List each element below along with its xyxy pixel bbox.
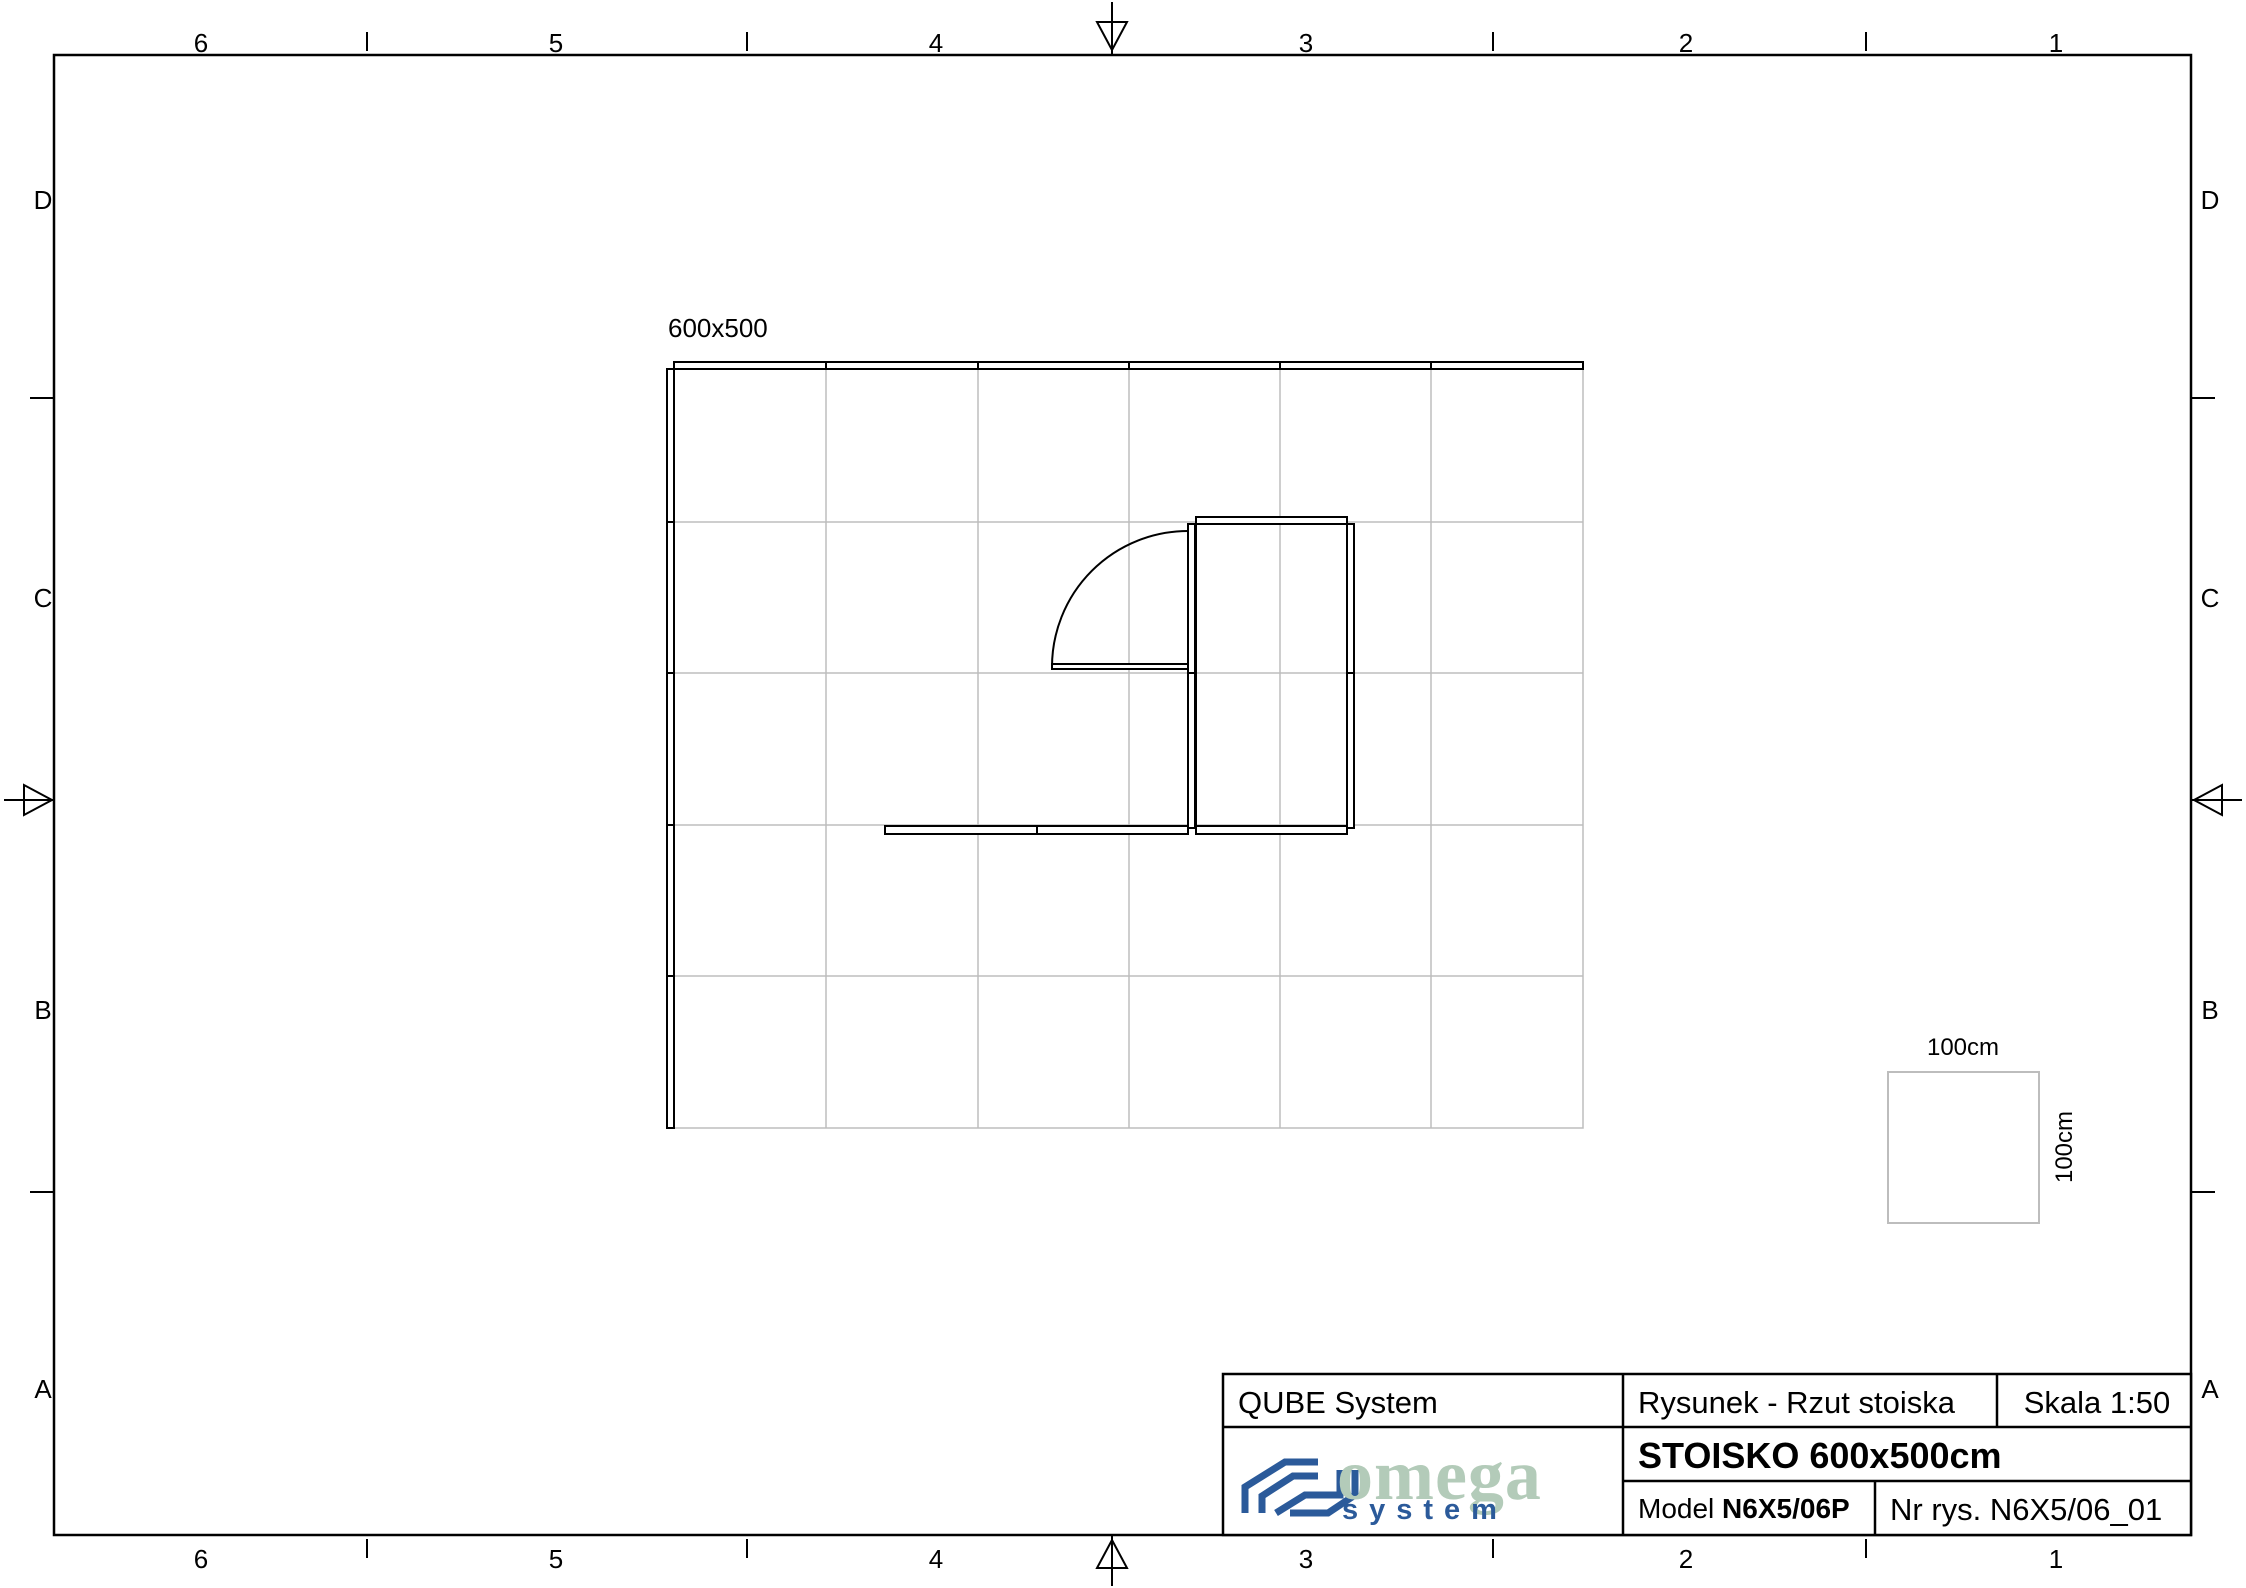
right-row-label: B: [2201, 995, 2218, 1025]
bottom-col-label: 4: [929, 1544, 943, 1574]
back-wall: [673, 361, 1584, 370]
bottom-zone-ticks: [366, 1539, 1867, 1558]
right-zone-ticks: [2191, 397, 2215, 1193]
top-center-arrow: [1095, 2, 1129, 55]
top-col-label: 6: [194, 28, 208, 58]
bottom-center-arrow: [1095, 1535, 1129, 1586]
logo-system-text: system: [1342, 1494, 1508, 1526]
floor-grid: [673, 368, 1584, 1129]
left-row-label: D: [34, 185, 53, 215]
top-col-label: 5: [549, 28, 563, 58]
drawing-frame: [52, 53, 2193, 1537]
storage-cabin: [1187, 516, 1355, 835]
top-col-label: 1: [2049, 28, 2063, 58]
scale-width-label: 100cm: [1927, 1034, 1999, 1061]
right-row-label: A: [2201, 1374, 2219, 1404]
bottom-col-label: 6: [194, 1544, 208, 1574]
drawing-title: STOISKO 600x500cm: [1638, 1435, 2002, 1476]
drawing-number: Nr rys. N6X5/06_01: [1890, 1492, 2162, 1527]
left-center-arrow: [4, 783, 55, 817]
omega-system-logo: omega system: [1241, 1435, 1542, 1526]
bottom-col-label: 2: [1679, 1544, 1693, 1574]
scale-height-label: 100cm: [2051, 1111, 2078, 1183]
title-block: [1221, 1372, 2193, 1537]
system-name: QUBE System: [1238, 1385, 1438, 1420]
omega-logo-mark-icon: [1241, 1458, 1359, 1517]
bottom-col-label: 5: [549, 1544, 563, 1574]
top-col-label: 4: [929, 28, 943, 58]
side-wall: [666, 368, 675, 1129]
drawing-type: Rysunek - Rzut stoiska: [1638, 1385, 1956, 1420]
bottom-col-label: 1: [2049, 1544, 2063, 1574]
plan-size-label: 600x500: [668, 313, 768, 343]
right-center-arrow: [2191, 783, 2242, 817]
drawing-scale: Skala 1:50: [2024, 1385, 2171, 1420]
partition-wall: [884, 825, 1189, 835]
left-row-label: B: [34, 995, 51, 1025]
model-code: Model N6X5/06P: [1638, 1493, 1850, 1524]
logo-omega-text: omega: [1337, 1435, 1542, 1515]
left-row-label: A: [34, 1374, 52, 1404]
left-row-label: C: [34, 583, 53, 613]
bottom-col-label: 3: [1299, 1544, 1313, 1574]
top-zone-ticks: [366, 32, 1867, 51]
cabin-door: [1051, 530, 1189, 670]
right-row-label: C: [2201, 583, 2220, 613]
top-col-label: 3: [1299, 28, 1313, 58]
top-col-label: 2: [1679, 28, 1693, 58]
right-row-label: D: [2201, 185, 2220, 215]
scale-reference-square: [1887, 1071, 2040, 1224]
left-zone-ticks: [30, 397, 54, 1193]
